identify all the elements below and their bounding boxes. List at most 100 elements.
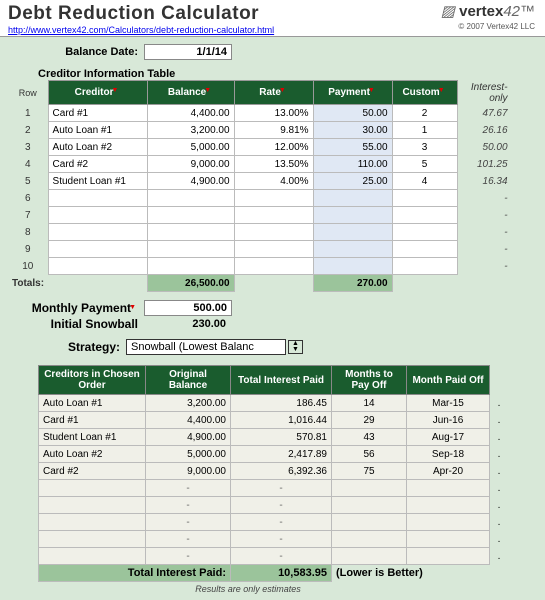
cell-months: [332, 514, 407, 531]
balance-date-input[interactable]: 1/1/14: [144, 44, 232, 60]
cell-creditor[interactable]: Auto Loan #1: [48, 122, 147, 139]
cell-custom[interactable]: [392, 241, 457, 258]
logo: ▨ vertex42™: [441, 2, 535, 20]
cell-rate[interactable]: [234, 241, 313, 258]
cell-rate[interactable]: 12.00%: [234, 139, 313, 156]
cell-balance[interactable]: [147, 207, 234, 224]
cell-balance[interactable]: 5,000.00: [147, 139, 234, 156]
cell-paidoff: Aug-17: [407, 429, 490, 446]
cell-creditor[interactable]: [48, 190, 147, 207]
cell-custom[interactable]: [392, 258, 457, 275]
cell-payment[interactable]: 50.00: [313, 105, 392, 122]
cell-creditor[interactable]: Auto Loan #2: [48, 139, 147, 156]
row-marker: .: [490, 514, 509, 531]
row-marker: .: [490, 497, 509, 514]
cell-payment[interactable]: 30.00: [313, 122, 392, 139]
cell-balance[interactable]: [147, 190, 234, 207]
cell-paidoff: Jun-16: [407, 412, 490, 429]
row-num: 2: [8, 122, 48, 139]
cell-creditor: [39, 531, 146, 548]
row-marker: .: [490, 531, 509, 548]
cell-balance: 4,900.00: [146, 429, 231, 446]
cell-custom[interactable]: [392, 190, 457, 207]
cell-rate[interactable]: 9.81%: [234, 122, 313, 139]
cell-paidoff: [407, 548, 490, 565]
cell-balance[interactable]: [147, 224, 234, 241]
cell-interest: 570.81: [231, 429, 332, 446]
cell-balance[interactable]: [147, 258, 234, 275]
cell-custom[interactable]: [392, 224, 457, 241]
cell-payment[interactable]: [313, 241, 392, 258]
cell-interest: 6,392.36: [231, 463, 332, 480]
cell-creditor: [39, 514, 146, 531]
cell-creditor[interactable]: [48, 241, 147, 258]
table-row: Student Loan #14,900.00570.8143Aug-17.: [39, 429, 509, 446]
row-marker: .: [490, 412, 509, 429]
th-payment: Payment▼: [313, 81, 392, 105]
cell-paidoff: Sep-18: [407, 446, 490, 463]
table-row: Card #14,400.001,016.4429Jun-16.: [39, 412, 509, 429]
cell-payment[interactable]: 55.00: [313, 139, 392, 156]
cell-rate[interactable]: [234, 190, 313, 207]
cell-interest-only: -: [457, 190, 512, 207]
cell-creditor[interactable]: Student Loan #1: [48, 173, 147, 190]
initial-snowball-label: Initial Snowball: [18, 317, 144, 331]
total-interest-row: Total Interest Paid: 10,583.95 (Lower is…: [39, 565, 509, 582]
row-header: Row: [8, 81, 48, 105]
cell-payment[interactable]: 25.00: [313, 173, 392, 190]
cell-paidoff: Mar-15: [407, 395, 490, 412]
row-marker: .: [490, 463, 509, 480]
cell-balance[interactable]: 9,000.00: [147, 156, 234, 173]
copyright: © 2007 Vertex42 LLC: [458, 22, 535, 31]
row-marker: .: [490, 548, 509, 565]
cell-payment[interactable]: [313, 258, 392, 275]
table-row: 7-: [8, 207, 512, 224]
table-row: 1Card #14,400.0013.00%50.00247.67: [8, 105, 512, 122]
cell-creditor: [39, 497, 146, 514]
cell-interest-only: 16.34: [457, 173, 512, 190]
table-row: 10-: [8, 258, 512, 275]
row-marker: .: [490, 429, 509, 446]
cell-payment[interactable]: [313, 224, 392, 241]
cell-rate[interactable]: 13.00%: [234, 105, 313, 122]
cell-custom[interactable]: 2: [392, 105, 457, 122]
strategy-dropdown[interactable]: Snowball (Lowest Balanc: [126, 339, 286, 355]
cell-rate[interactable]: 13.50%: [234, 156, 313, 173]
cell-creditor: Student Loan #1: [39, 429, 146, 446]
cell-interest: 2,417.89: [231, 446, 332, 463]
cell-rate[interactable]: [234, 224, 313, 241]
cell-balance[interactable]: 4,400.00: [147, 105, 234, 122]
strategy-stepper[interactable]: ▲▼: [288, 340, 303, 354]
cell-custom[interactable]: 4: [392, 173, 457, 190]
monthly-payment-input[interactable]: 500.00: [144, 300, 232, 316]
cell-creditor[interactable]: [48, 224, 147, 241]
cell-custom[interactable]: [392, 207, 457, 224]
cell-payment[interactable]: 110.00: [313, 156, 392, 173]
cell-rate[interactable]: [234, 258, 313, 275]
cell-payment[interactable]: [313, 190, 392, 207]
cell-creditor: [39, 548, 146, 565]
cell-custom[interactable]: 1: [392, 122, 457, 139]
cell-balance[interactable]: [147, 241, 234, 258]
cell-creditor[interactable]: [48, 207, 147, 224]
cell-balance[interactable]: 3,200.00: [147, 122, 234, 139]
cell-custom[interactable]: 5: [392, 156, 457, 173]
cell-creditor[interactable]: Card #2: [48, 156, 147, 173]
cell-balance[interactable]: 4,900.00: [147, 173, 234, 190]
cell-months: 75: [332, 463, 407, 480]
rh-balance: Original Balance: [146, 366, 231, 395]
cell-balance: -: [146, 514, 231, 531]
cell-rate[interactable]: [234, 207, 313, 224]
cell-balance: 4,400.00: [146, 412, 231, 429]
row-num: 10: [8, 258, 48, 275]
cell-creditor[interactable]: [48, 258, 147, 275]
cell-payment[interactable]: [313, 207, 392, 224]
table-row: Auto Loan #25,000.002,417.8956Sep-18.: [39, 446, 509, 463]
cell-months: [332, 480, 407, 497]
table-row: 6-: [8, 190, 512, 207]
cell-creditor[interactable]: Card #1: [48, 105, 147, 122]
cell-rate[interactable]: 4.00%: [234, 173, 313, 190]
row-num: 8: [8, 224, 48, 241]
cell-custom[interactable]: 3: [392, 139, 457, 156]
source-link[interactable]: http://www.vertex42.com/Calculators/debt…: [8, 25, 274, 35]
